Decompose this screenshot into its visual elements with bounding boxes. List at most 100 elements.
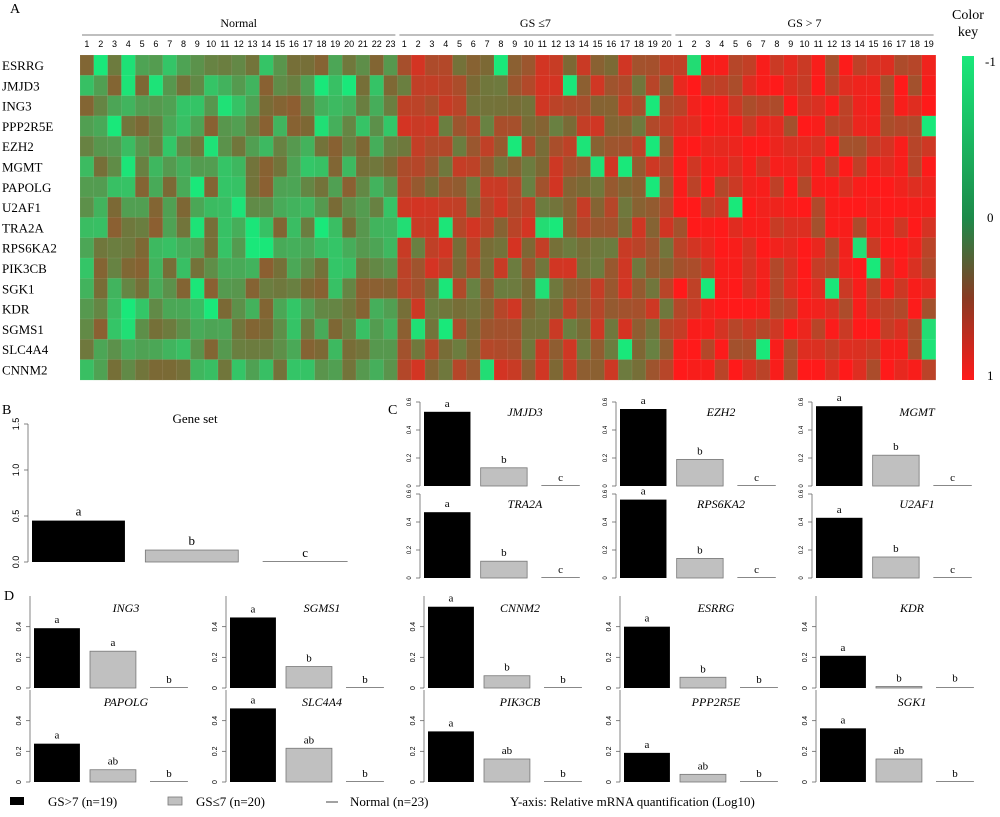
heatmap-cell [355,318,371,340]
heatmap-cell [355,278,371,300]
heatmap-cell [769,237,785,259]
heatmap-cell [479,135,495,158]
heatmap-column-number: 5 [457,39,462,49]
heatmap-cell [286,115,302,137]
y-tick-label: 0 [212,780,219,784]
heatmap-column-number: 12 [551,39,561,49]
heatmap-cell [769,135,785,158]
heatmap-cell [231,196,247,218]
heatmap-cell [714,359,730,381]
heatmap-cell [341,95,357,117]
heatmap-cell [93,156,109,178]
heatmap-cell [176,257,191,279]
heatmap-cell [217,176,233,198]
y-tick-label: 0 [603,484,609,488]
heatmap-cell [686,359,702,381]
heatmap-row-label: MGMT [2,160,43,175]
heatmap-cell [148,196,164,218]
heatmap-cell [300,257,316,279]
heatmap-cell [783,54,799,76]
heatmap-cell [121,54,136,76]
heatmap-cell [866,217,881,239]
heatmap-cell [314,135,329,158]
significance-letter: a [55,614,60,626]
heatmap-cell [479,156,495,178]
heatmap-cell [107,217,122,239]
bar-gs-high [428,606,474,688]
significance-letter: b [560,768,566,780]
chart-title: ING3 [112,601,140,615]
heatmap-cell [259,135,274,158]
heatmap-cell [466,278,481,300]
heatmap-cell [424,278,440,300]
significance-letter: b [166,768,172,780]
y-tick-label: 0.6 [799,397,805,406]
heatmap-cell [700,338,716,361]
heatmap-cell [176,298,191,320]
heatmap-cell [438,278,454,300]
heatmap-cell [479,257,495,279]
heatmap-cell [824,318,840,340]
heatmap-cell [148,237,164,259]
heatmap-cell [190,95,205,117]
heatmap-cell [631,95,647,117]
heatmap-cell [107,54,122,76]
heatmap-cell [742,156,757,178]
heatmap-cell [369,237,385,259]
heatmap-cell [921,298,937,320]
heatmap-cell [604,217,619,239]
heatmap-cell [190,318,205,340]
legend-swatch-gs-low [167,796,183,806]
bar-chart: 0 0.2 0.4 a b b ESRRG [606,596,778,690]
heatmap-cell [631,115,647,137]
heatmap-cell [272,318,288,340]
heatmap-cell [355,54,371,76]
y-tick-label: 1.5 [11,418,21,431]
heatmap-cell [369,95,385,117]
heatmap-cell [728,115,743,137]
heatmap-cell [617,54,633,76]
heatmap-cell [272,135,288,158]
panel-d-bar-charts: 00.20.4aabING300.20.4abbSGMS100.20.4abbC… [16,593,974,784]
heatmap-cell [673,54,688,76]
heatmap-cell [231,338,247,361]
y-tick-label: 0.5 [11,510,21,523]
y-tick-label: 0.4 [802,622,809,632]
color-key-gradient [962,56,974,380]
chart-title: CNNM2 [500,601,540,615]
y-tick-label: 0.6 [407,489,413,498]
heatmap-cell [852,95,868,117]
heatmap-cell [811,75,826,97]
heatmap-cell [134,176,150,198]
heatmap-column-number: 3 [112,39,117,49]
heatmap-cell [659,196,674,218]
heatmap-cell [562,257,578,279]
heatmap-cell [617,75,633,97]
heatmap-cell [755,338,771,361]
heatmap-cell [162,115,178,137]
heatmap-cell [576,95,592,117]
heatmap-cell [893,257,909,279]
heatmap-cell [383,156,398,178]
heatmap-cell [686,257,702,279]
heatmap-cell [259,257,274,279]
heatmap-cell [921,237,937,259]
heatmap-cell [548,359,564,381]
heatmap-cell [452,115,467,137]
heatmap-cell [673,75,688,97]
heatmap-cell [121,318,136,340]
heatmap-cell [466,176,481,198]
heatmap-cell [700,217,716,239]
significance-letter: b [501,547,507,559]
heatmap-cell [148,338,164,361]
significance-letter: a [449,593,454,605]
significance-letter: b [756,674,762,686]
heatmap-cell [783,278,799,300]
bar-chart: 0 0.2 0.4 0.6 a b c TRA2A [407,489,580,580]
y-tick-label: 0 [802,780,809,784]
bar-chart: 0 0.2 0.4 0.6 a b c MGMT [799,392,972,488]
heatmap-cell [341,75,357,97]
heatmap-cell [217,298,233,320]
heatmap-cell [134,217,150,239]
heatmap-cell [190,278,205,300]
